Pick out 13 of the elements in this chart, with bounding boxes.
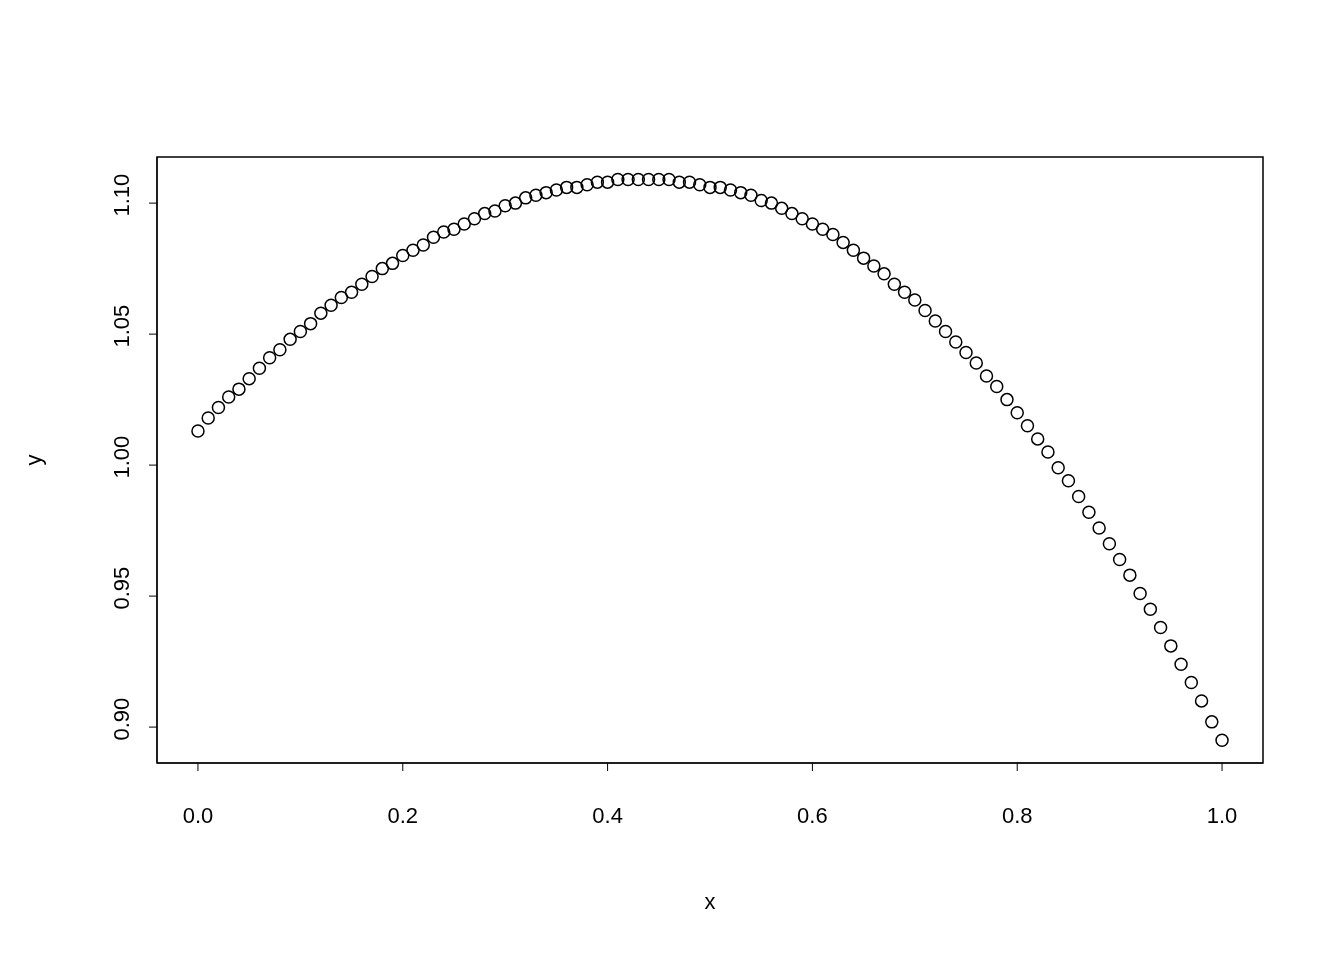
y-axis-title: y <box>20 454 46 466</box>
y-tick-label: 0.95 <box>109 566 134 610</box>
x-tick-label: 0.6 <box>797 802 828 828</box>
x-tick-label: 1.0 <box>1206 802 1238 828</box>
x-axis-title: x <box>704 889 716 914</box>
y-tick-label: 0.90 <box>109 697 134 741</box>
y-tick-label: 1.10 <box>109 173 134 217</box>
y-tick-label: 1.05 <box>109 304 134 348</box>
x-tick-label: 0.8 <box>1001 802 1033 828</box>
y-tick-label: 1.00 <box>109 435 134 479</box>
x-tick-label: 0.2 <box>387 802 419 828</box>
x-tick-label: 0.0 <box>182 802 214 828</box>
x-tick-label: 0.4 <box>592 802 623 828</box>
